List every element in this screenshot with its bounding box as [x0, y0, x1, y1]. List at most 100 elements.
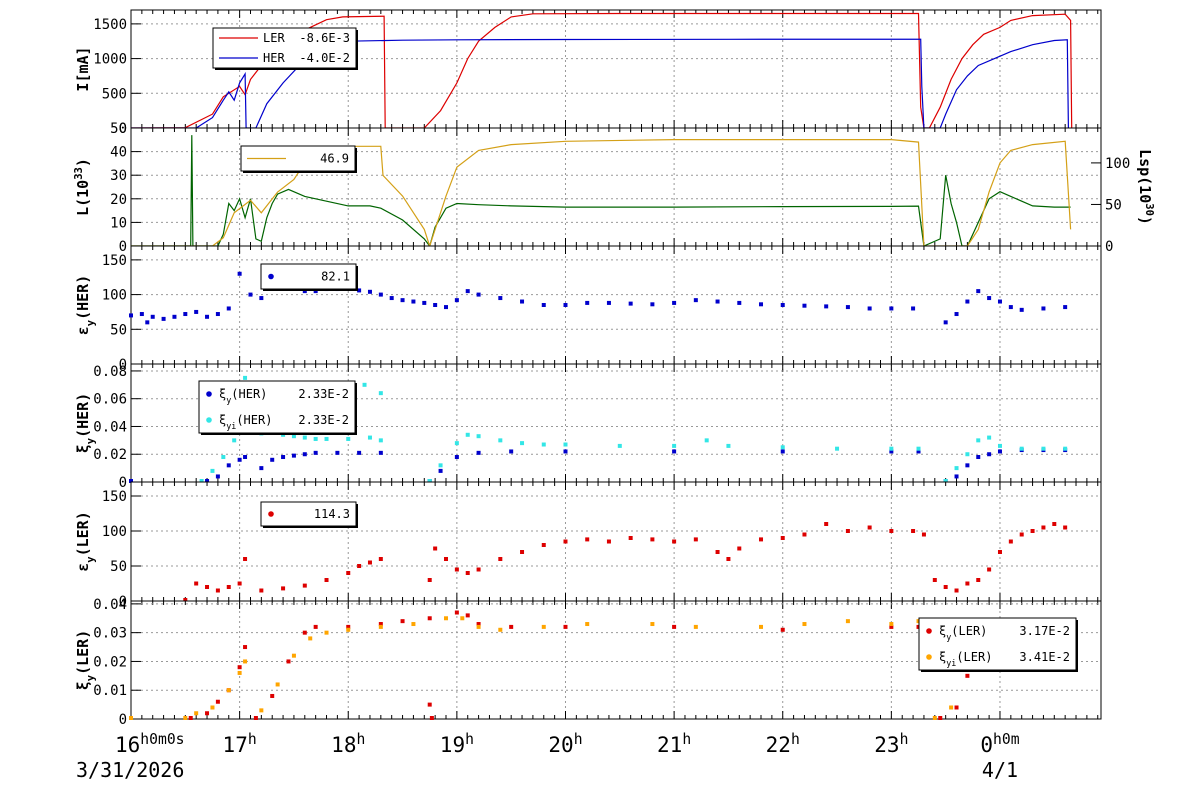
date-next-label: 4/1 [982, 758, 1018, 782]
data-point [476, 434, 481, 439]
data-point [438, 463, 443, 468]
data-point [520, 299, 525, 304]
data-point [1008, 305, 1013, 310]
data-point [194, 581, 199, 586]
data-point [444, 557, 449, 561]
data-point [183, 598, 188, 602]
data-point [194, 309, 199, 314]
data-point [183, 716, 188, 720]
data-point [215, 588, 220, 593]
legend-emittance_her: 82.1 [260, 263, 358, 291]
data-point [411, 622, 416, 627]
data-point [221, 455, 226, 460]
data-point [1041, 306, 1046, 311]
y-tick-label: 1500 [93, 17, 127, 33]
y-tick-label: 100 [102, 524, 127, 540]
legend-box [918, 617, 1077, 671]
data-point [943, 320, 948, 325]
data-point [563, 442, 568, 447]
data-point [693, 537, 698, 542]
data-point [313, 624, 318, 629]
data-point [965, 299, 970, 304]
y-tick-label: 500 [102, 86, 127, 102]
data-point [183, 312, 188, 317]
data-point [672, 449, 677, 454]
y-tick-label: 50 [110, 559, 127, 575]
legend-name: HER [263, 51, 285, 65]
data-point [954, 705, 959, 710]
data-point [161, 316, 166, 321]
x-tick-label: 0h0m [980, 731, 1019, 758]
legend-value: 82.1 [321, 270, 350, 284]
data-point [433, 303, 438, 307]
data-point [237, 581, 242, 586]
data-point [1019, 532, 1024, 537]
data-point [921, 532, 926, 537]
data-point [205, 585, 210, 589]
data-point [194, 711, 199, 716]
data-point [444, 305, 449, 310]
y-tick-label: 0.04 [93, 419, 127, 435]
legend-luminosity: 46.9 [240, 145, 357, 173]
data-point [454, 567, 459, 572]
data-point [563, 539, 568, 544]
y-tick-label: 0 [119, 475, 127, 491]
y-tick-label: 1000 [93, 52, 127, 68]
data-point [1019, 307, 1024, 312]
data-point [243, 645, 248, 650]
series-line-lsp [131, 139, 1072, 248]
data-point [454, 455, 459, 460]
y-tick-label: 50 [110, 322, 127, 338]
data-point [335, 450, 340, 455]
data-point [232, 438, 237, 443]
data-point [346, 436, 351, 441]
y-tick-label: 20 [110, 192, 127, 208]
data-point [606, 300, 611, 305]
x-tick-label: 19h [440, 731, 474, 758]
data-point [215, 474, 220, 479]
legend-box [212, 27, 357, 69]
y-tick-label: 150 [102, 489, 127, 505]
data-point [976, 455, 981, 460]
legend-value: 3.41E-2 [1019, 650, 1070, 664]
data-point [889, 622, 894, 627]
y-tick-label: 0 [119, 239, 127, 255]
data-point [943, 479, 948, 483]
data-point [965, 581, 970, 586]
data-point [498, 438, 503, 443]
data-point [313, 450, 318, 455]
data-point [965, 452, 970, 457]
data-point [389, 296, 394, 301]
data-point [759, 537, 764, 542]
data-point [737, 300, 742, 305]
data-point [1019, 446, 1024, 451]
data-point [357, 288, 362, 293]
y-tick-label: 0 [119, 357, 127, 373]
plot-frame [130, 481, 1102, 602]
data-point [346, 624, 351, 629]
data-point [997, 449, 1002, 454]
data-point [302, 583, 307, 588]
data-point [226, 306, 231, 311]
data-point [291, 453, 296, 458]
data-point [509, 624, 514, 629]
data-point [302, 630, 307, 635]
data-point [585, 300, 590, 305]
legend-name: ξyi(HER) [219, 413, 272, 431]
data-point [726, 443, 731, 448]
data-point [563, 303, 568, 307]
data-point [422, 300, 427, 305]
y-tick-label: 0.04 [93, 597, 127, 613]
data-point [585, 537, 590, 542]
y-tick-label: 0.06 [93, 392, 127, 408]
data-point [248, 292, 253, 297]
data-point [444, 616, 449, 621]
data-point [150, 314, 155, 319]
data-point [987, 452, 992, 457]
data-point [378, 391, 383, 396]
data-point [378, 438, 383, 443]
data-point [259, 466, 264, 471]
data-point [563, 449, 568, 454]
